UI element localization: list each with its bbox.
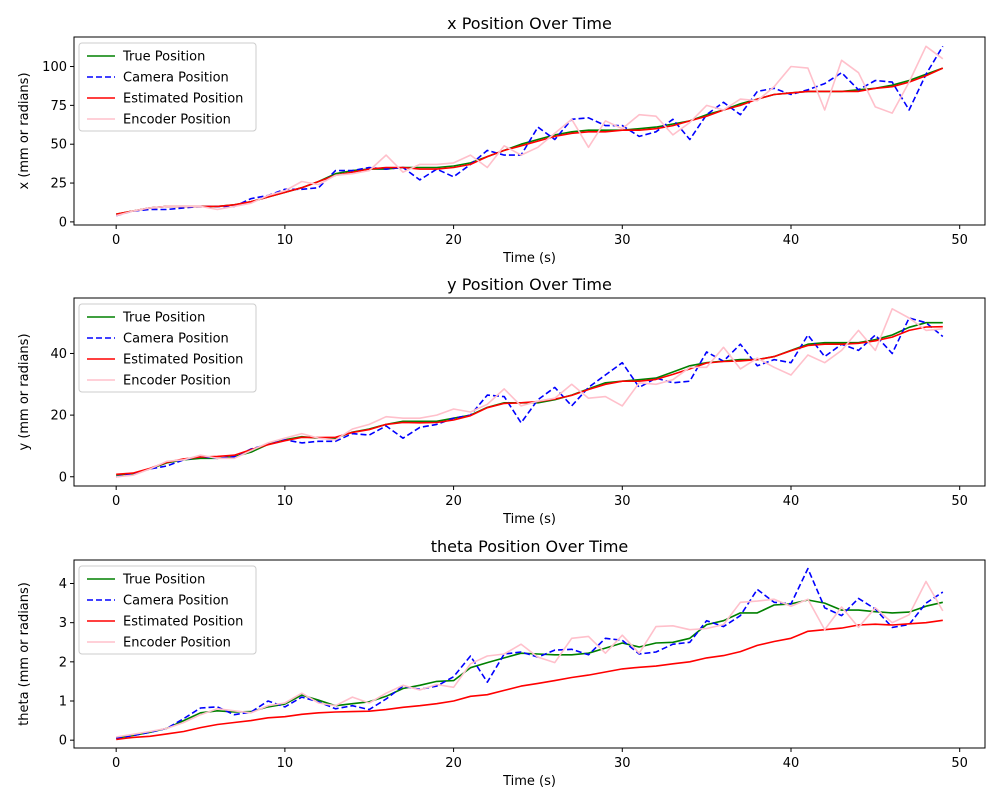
axes-frame	[73, 559, 986, 749]
y-tick-label: 4	[59, 577, 67, 592]
y-tick-label: 0	[59, 734, 67, 749]
x-axis-label: Time (s)	[502, 774, 556, 789]
x-tick-label: 0	[112, 494, 120, 509]
chart-0: x Position Over Time 0 10 20 30 40 50 0 25 50 75 10…	[17, 14, 986, 266]
y-tick-label: 20	[50, 409, 67, 424]
legend-box	[78, 42, 257, 132]
x-tick-label: 50	[951, 756, 968, 771]
x-tick-label: 0	[112, 233, 120, 248]
y-tick-label: 25	[50, 177, 67, 192]
y-axis-label: y (mm or radians)	[17, 333, 32, 450]
x-tick-label: 30	[614, 233, 631, 248]
series-line-estimated-position	[116, 67, 944, 215]
series-line-encoder-position	[115, 45, 944, 217]
legend-box	[78, 303, 257, 393]
legend-label: Estimated Position	[123, 353, 243, 368]
x-tick-label: 30	[614, 494, 631, 509]
series-line-encoder-position	[116, 580, 944, 738]
chart-1: y Position Over Time 0 10 20 30 40 50 0 20 40 Time…	[17, 275, 986, 527]
y-tick-label: 1	[59, 695, 67, 710]
legend-label: Encoder Position	[123, 113, 231, 128]
x-axis-label: Time (s)	[502, 251, 556, 266]
x-tick-label: 20	[445, 233, 462, 248]
series-line-estimated-position	[116, 619, 943, 741]
y-tick-label: 100	[42, 60, 67, 75]
x-axis-label: Time (s)	[502, 512, 556, 527]
x-tick-label: 40	[783, 494, 800, 509]
axes-frame	[73, 297, 986, 487]
legend-label: Camera Position	[123, 332, 229, 347]
x-tick-label: 30	[614, 756, 631, 771]
y-tick-label: 3	[59, 616, 67, 631]
y-tick-label: 50	[50, 138, 67, 153]
legend: True Position Camera Position Estimated Po…	[78, 42, 257, 132]
x-tick-label: 10	[277, 494, 294, 509]
series-lines	[116, 567, 944, 741]
axes-frame	[73, 36, 986, 226]
y-tick-label: 75	[50, 99, 67, 114]
y-tick-label: 2	[59, 655, 67, 670]
legend-label: Estimated Position	[123, 92, 243, 107]
legend-label: True Position	[122, 50, 205, 65]
legend: True Position Camera Position Estimated Po…	[78, 565, 257, 655]
legend: True Position Camera Position Estimated Po…	[78, 303, 257, 393]
series-line-camera-position	[115, 45, 944, 217]
y-tick-label: 0	[59, 470, 67, 485]
x-tick-label: 10	[277, 756, 294, 771]
x-tick-label: 40	[783, 756, 800, 771]
x-tick-label: 0	[112, 756, 120, 771]
legend-label: Encoder Position	[123, 374, 231, 389]
chart-2: theta Position Over Time 0 10 20 30 40 50 0 1 2 3 4…	[17, 537, 986, 789]
series-line-camera-position	[116, 567, 944, 739]
series-line-encoder-position	[116, 307, 943, 478]
y-axis-label: x (mm or radians)	[17, 72, 32, 189]
legend-label: True Position	[122, 573, 205, 588]
x-tick-label: 40	[783, 233, 800, 248]
x-tick-label: 20	[445, 494, 462, 509]
legend-box	[78, 565, 257, 655]
legend-label: True Position	[122, 311, 205, 326]
chart-title: theta Position Over Time	[431, 537, 629, 556]
x-tick-label: 20	[445, 756, 462, 771]
x-tick-label: 50	[951, 233, 968, 248]
legend-label: Camera Position	[123, 594, 229, 609]
x-tick-label: 50	[951, 494, 968, 509]
chart-title: x Position Over Time	[447, 14, 612, 33]
series-line-camera-position	[116, 317, 944, 478]
legend-label: Encoder Position	[123, 636, 231, 651]
y-axis-label: theta (mm or radians)	[17, 582, 32, 726]
legend-label: Estimated Position	[123, 615, 243, 630]
series-lines	[115, 45, 944, 217]
series-lines	[116, 307, 944, 478]
legend-label: Camera Position	[123, 71, 229, 86]
x-tick-label: 10	[277, 233, 294, 248]
y-tick-label: 0	[59, 215, 67, 230]
chart-title: y Position Over Time	[447, 275, 612, 294]
y-tick-label: 40	[50, 347, 67, 362]
